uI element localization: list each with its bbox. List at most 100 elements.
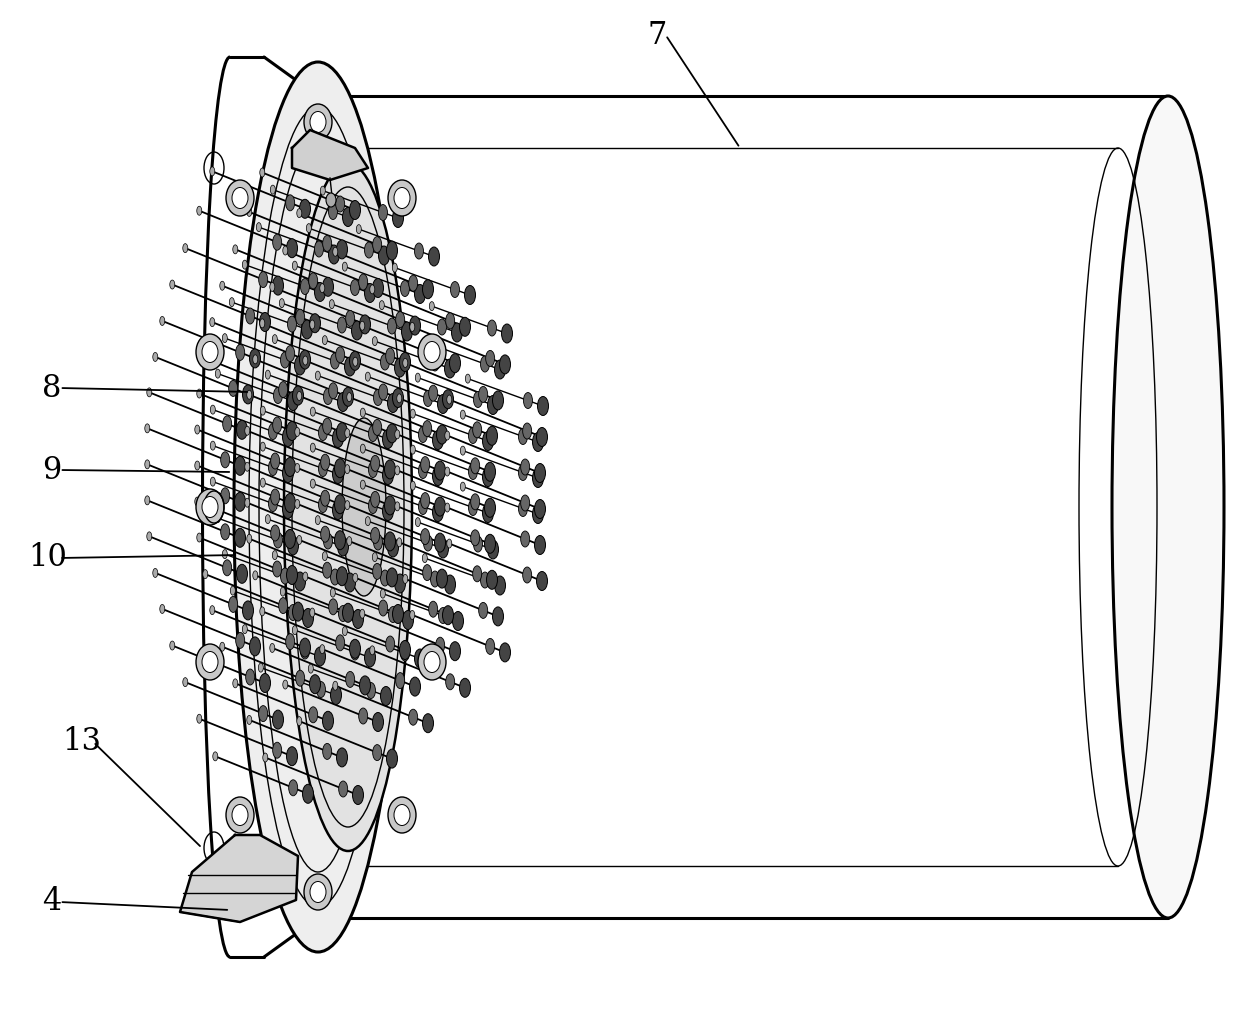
Ellipse shape [361, 408, 366, 417]
Ellipse shape [420, 492, 430, 509]
Ellipse shape [244, 498, 249, 508]
Ellipse shape [336, 346, 345, 363]
Ellipse shape [329, 599, 337, 615]
Ellipse shape [243, 601, 253, 620]
Ellipse shape [403, 359, 408, 368]
Ellipse shape [492, 607, 503, 626]
Ellipse shape [331, 686, 341, 704]
Ellipse shape [445, 432, 450, 440]
Ellipse shape [260, 168, 265, 177]
Ellipse shape [534, 499, 546, 519]
Ellipse shape [423, 564, 432, 580]
Ellipse shape [237, 564, 248, 583]
Ellipse shape [1112, 96, 1224, 918]
Ellipse shape [336, 240, 347, 259]
Ellipse shape [195, 461, 200, 470]
Ellipse shape [301, 320, 312, 339]
Ellipse shape [378, 246, 389, 265]
Ellipse shape [315, 283, 325, 302]
Ellipse shape [260, 478, 265, 487]
Ellipse shape [443, 606, 454, 625]
Ellipse shape [409, 276, 418, 291]
Ellipse shape [480, 572, 490, 588]
Ellipse shape [482, 468, 494, 486]
Ellipse shape [523, 423, 532, 439]
Ellipse shape [361, 444, 366, 453]
Ellipse shape [446, 395, 451, 404]
Ellipse shape [273, 334, 278, 343]
Ellipse shape [415, 518, 420, 527]
Ellipse shape [145, 495, 150, 504]
Ellipse shape [386, 348, 394, 364]
Ellipse shape [382, 430, 393, 449]
Ellipse shape [418, 644, 446, 680]
Ellipse shape [371, 456, 379, 471]
Ellipse shape [500, 643, 511, 661]
Ellipse shape [310, 320, 315, 329]
Ellipse shape [350, 639, 361, 658]
Ellipse shape [295, 356, 305, 375]
Ellipse shape [403, 574, 408, 583]
Ellipse shape [285, 194, 295, 211]
Ellipse shape [500, 355, 511, 374]
Ellipse shape [420, 529, 430, 545]
Ellipse shape [330, 589, 335, 597]
Ellipse shape [371, 491, 379, 508]
Ellipse shape [501, 324, 512, 343]
Ellipse shape [342, 262, 347, 271]
Ellipse shape [373, 390, 382, 405]
Ellipse shape [474, 536, 482, 552]
Ellipse shape [399, 353, 410, 372]
Ellipse shape [303, 356, 308, 365]
Ellipse shape [304, 104, 332, 140]
Ellipse shape [429, 247, 439, 266]
Ellipse shape [280, 588, 285, 596]
Ellipse shape [366, 372, 371, 381]
Text: 8: 8 [42, 373, 61, 403]
Ellipse shape [360, 321, 365, 330]
Ellipse shape [387, 393, 398, 412]
Ellipse shape [296, 536, 301, 544]
Ellipse shape [270, 453, 280, 469]
Ellipse shape [445, 503, 450, 512]
Ellipse shape [249, 348, 260, 368]
Ellipse shape [342, 387, 353, 406]
Ellipse shape [387, 318, 397, 334]
Ellipse shape [482, 432, 494, 451]
Ellipse shape [350, 201, 361, 220]
Ellipse shape [259, 706, 268, 721]
Ellipse shape [471, 493, 480, 510]
Ellipse shape [335, 531, 346, 550]
Ellipse shape [322, 562, 331, 578]
Ellipse shape [370, 285, 374, 294]
Ellipse shape [310, 407, 315, 416]
Ellipse shape [532, 468, 543, 487]
Ellipse shape [211, 477, 216, 486]
Ellipse shape [203, 569, 208, 578]
Ellipse shape [418, 426, 428, 443]
Ellipse shape [342, 418, 386, 596]
Ellipse shape [433, 467, 444, 485]
Ellipse shape [373, 534, 382, 550]
Ellipse shape [259, 312, 270, 331]
Ellipse shape [310, 881, 326, 903]
Ellipse shape [303, 609, 314, 627]
Ellipse shape [243, 385, 253, 404]
Ellipse shape [195, 497, 200, 506]
Ellipse shape [202, 341, 218, 363]
Ellipse shape [423, 337, 428, 346]
Ellipse shape [257, 223, 262, 232]
Ellipse shape [326, 193, 336, 207]
Ellipse shape [537, 571, 548, 591]
Ellipse shape [315, 371, 320, 380]
Ellipse shape [487, 395, 498, 414]
Text: 7: 7 [649, 19, 667, 51]
Ellipse shape [203, 354, 208, 363]
Ellipse shape [231, 587, 236, 596]
Ellipse shape [242, 260, 247, 269]
Ellipse shape [331, 569, 340, 586]
Text: 4: 4 [42, 886, 61, 918]
Ellipse shape [295, 427, 300, 437]
Ellipse shape [309, 272, 317, 289]
Ellipse shape [384, 460, 396, 479]
